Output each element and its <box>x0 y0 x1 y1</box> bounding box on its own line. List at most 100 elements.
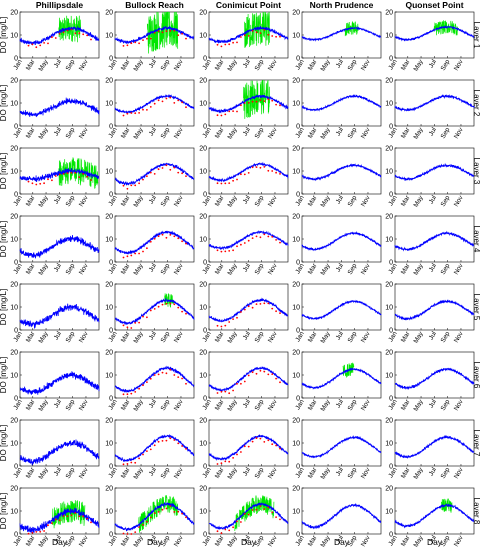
observed-point <box>232 389 235 392</box>
observed-point <box>251 237 254 240</box>
column-title: Phillipsdale <box>36 0 84 10</box>
row-label: Layer 5 <box>472 294 481 321</box>
x-tick-label: Jan <box>294 466 305 479</box>
y-tick-label: 10 <box>385 101 393 108</box>
observed-point <box>169 30 172 32</box>
observed-point <box>177 171 180 174</box>
x-tick-label: Mar <box>307 466 319 480</box>
y-tick-label: 20 <box>10 486 18 493</box>
x-tick-label: Jan <box>12 398 23 411</box>
observed-point <box>74 512 77 514</box>
y-tick-label: 10 <box>199 305 207 312</box>
model-line <box>394 367 475 390</box>
observed-point <box>228 110 231 113</box>
x-tick-label: Sep <box>160 126 172 140</box>
x-tick-label: Jul <box>428 58 438 69</box>
observed-point <box>153 102 156 105</box>
observed-point <box>157 305 160 308</box>
observed-point <box>181 377 184 380</box>
x-tick-label: May <box>38 126 51 141</box>
y-tick-label: 20 <box>10 350 18 357</box>
observed-point <box>177 510 180 513</box>
y-tick-label: 20 <box>292 146 300 153</box>
x-tick-label: Sep <box>160 466 172 480</box>
y-axis-title: DO [mg/L] <box>0 493 8 529</box>
observed-point <box>185 516 187 519</box>
observed-point <box>157 511 160 513</box>
observed-point <box>161 508 164 511</box>
observed-point <box>146 381 148 383</box>
y-axis-title: DO [mg/L] <box>0 357 8 393</box>
y-tick-label: 20 <box>385 282 393 289</box>
observed-point <box>216 463 219 465</box>
y-tick-label: 20 <box>385 350 393 357</box>
y-tick-label: 10 <box>105 237 113 244</box>
x-tick-label: Mar <box>307 126 319 140</box>
observed-point <box>165 97 168 100</box>
observed-point <box>47 178 49 181</box>
observed-point <box>228 460 231 463</box>
x-tick-label: Sep <box>254 398 266 412</box>
y-tick-label: 0 <box>109 532 113 539</box>
panel: 0 10 20 Jan Mar May Jul Sep Nov <box>10 282 100 345</box>
observed-point <box>185 242 187 245</box>
x-tick-label: Jan <box>107 58 118 71</box>
observed-point <box>146 450 148 452</box>
x-tick-label: Jul <box>148 398 158 409</box>
x-tick-label: Jan <box>294 262 305 275</box>
model-line <box>19 234 100 259</box>
x-tick-label: May <box>320 398 333 413</box>
observed-point <box>228 43 231 46</box>
model-line <box>19 26 100 46</box>
y-tick-label: 10 <box>10 373 18 380</box>
x-tick-label: Jul <box>335 126 345 137</box>
x-tick-label: May <box>320 534 333 549</box>
y-tick-label: 20 <box>292 486 300 493</box>
observed-point <box>251 306 254 309</box>
panel: 0 10 20 Jan Mar May Jul Sep Nov <box>199 214 289 277</box>
observed-point <box>216 324 219 327</box>
x-tick-label: Jan <box>387 262 398 275</box>
observed-point <box>243 173 246 176</box>
observed-point <box>82 33 85 36</box>
observed-point <box>126 533 129 535</box>
observed-point <box>122 256 125 259</box>
observed-point <box>78 515 81 518</box>
y-tick-label: 0 <box>109 464 113 471</box>
x-tick-label: Sep <box>65 126 77 140</box>
observed-point <box>130 392 133 395</box>
observed-point <box>126 393 129 396</box>
x-tick-label: Jul <box>53 398 63 409</box>
observed-point <box>275 516 277 518</box>
observed-point <box>220 250 223 253</box>
observed-point <box>31 43 34 46</box>
observed-point <box>251 100 254 103</box>
observed-point <box>259 303 262 305</box>
observed-point <box>240 451 242 453</box>
observed-point <box>259 437 262 440</box>
observed-point <box>146 109 148 111</box>
observed-point <box>153 374 156 376</box>
x-tick-label: Mar <box>307 58 319 72</box>
y-tick-label: 0 <box>389 328 393 335</box>
model-line <box>208 25 289 44</box>
observed-point <box>263 508 266 510</box>
observed-point <box>134 41 137 44</box>
y-tick-label: 10 <box>385 441 393 448</box>
x-tick-label: Nov <box>173 194 185 208</box>
observed-point <box>169 368 172 371</box>
panel: 0 10 20 Jan Mar May Jul Sep Nov <box>385 214 475 277</box>
y-tick-label: 20 <box>105 146 113 153</box>
observed-point <box>161 31 164 34</box>
model-line <box>394 434 475 459</box>
y-tick-label: 0 <box>389 464 393 471</box>
y-tick-label: 20 <box>199 78 207 85</box>
observed-point <box>267 302 270 305</box>
y-tick-label: 20 <box>10 78 18 85</box>
x-tick-label: May <box>227 126 240 141</box>
observed-point <box>62 173 65 175</box>
observed-point <box>263 166 266 168</box>
observed-point <box>122 184 125 187</box>
observed-point <box>58 32 61 35</box>
x-tick-label: Mar <box>120 262 132 276</box>
